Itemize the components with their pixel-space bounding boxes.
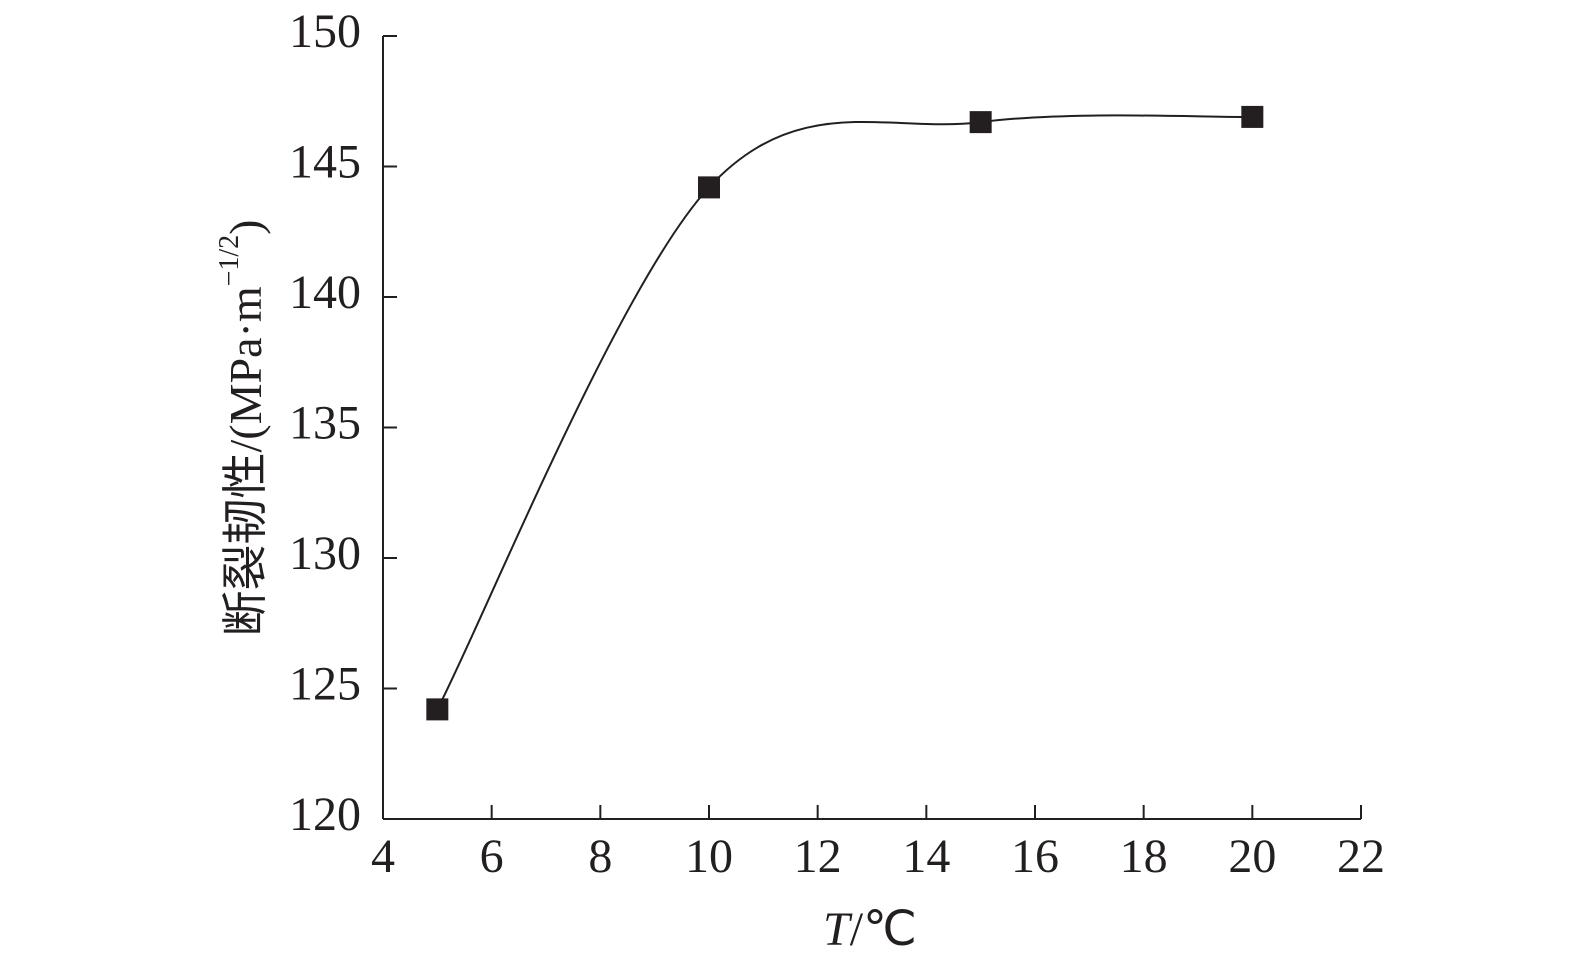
- y-axis-label-part: 断裂韧性/(MPa·m: [220, 286, 271, 636]
- x-tick-label: 18: [1120, 830, 1168, 883]
- marker: [969, 111, 992, 134]
- x-axis-label-part: T: [823, 903, 853, 956]
- y-axis-label: 断裂韧性/(MPa·m−1/2): [214, 219, 270, 636]
- x-tick-label: 20: [1228, 830, 1276, 883]
- marker: [1241, 105, 1264, 128]
- x-tick-label: 6: [480, 830, 504, 883]
- x-tick-label: 8: [588, 830, 612, 883]
- y-tick-label: 150: [289, 5, 361, 58]
- x-tick-label: 12: [794, 830, 842, 883]
- y-tick-label: 125: [289, 658, 361, 711]
- x-tick-label: 16: [1011, 830, 1059, 883]
- x-tick-label: 22: [1337, 830, 1385, 883]
- y-tick-label: 120: [289, 788, 361, 841]
- y-tick-label: 130: [289, 527, 361, 580]
- y-axis-label-part: −1/2: [214, 235, 245, 287]
- y-axis-label-part: ): [220, 219, 271, 234]
- marker: [698, 176, 720, 199]
- marker: [426, 698, 449, 721]
- x-tick-label: 14: [902, 830, 950, 883]
- y-tick-label: 135: [289, 397, 361, 450]
- x-axis-label: T/℃: [823, 903, 917, 956]
- y-tick-label: 145: [289, 136, 361, 189]
- x-tick-label: 4: [371, 830, 395, 883]
- x-tick-label: 10: [685, 830, 733, 883]
- line: [436, 114, 1253, 710]
- x-axis-label-part: /℃: [850, 903, 917, 956]
- y-tick-label: 140: [289, 266, 361, 319]
